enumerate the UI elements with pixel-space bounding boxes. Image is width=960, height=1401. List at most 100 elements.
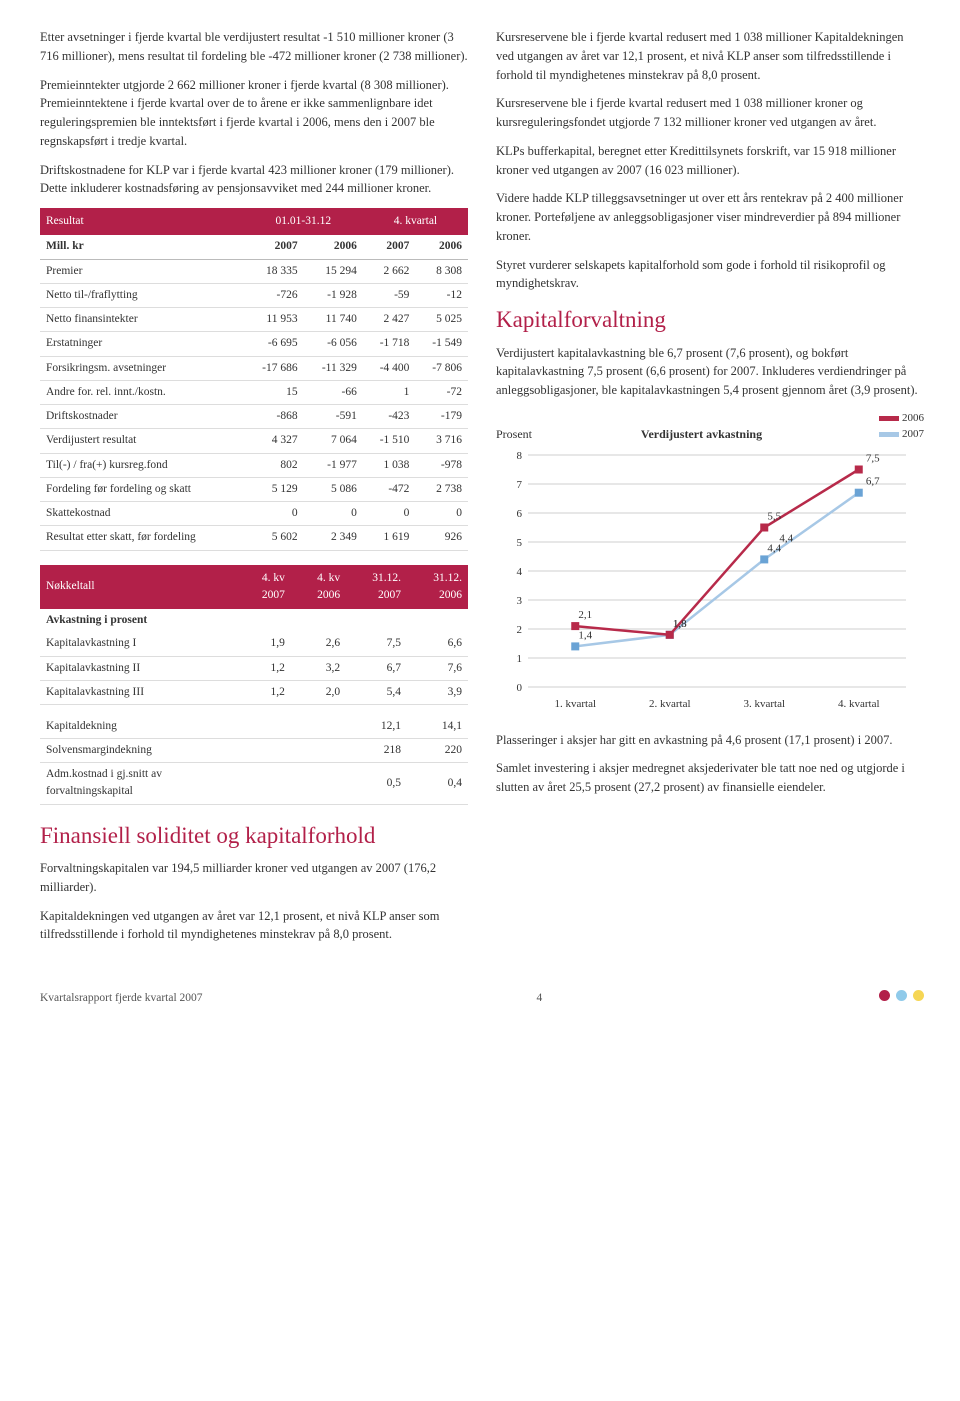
row-label: Fordeling før fordeling og skatt bbox=[40, 477, 244, 501]
table-row: Andre for. rel. innt./kostn.15-661-72 bbox=[40, 380, 468, 404]
table-row: Netto finansintekter11 95311 7402 4275 0… bbox=[40, 308, 468, 332]
col-year: 2006 bbox=[415, 235, 468, 259]
cell: 5,4 bbox=[346, 680, 407, 704]
legend-2006: 2006 bbox=[902, 412, 924, 424]
row-label: Kapitaldekning bbox=[40, 715, 236, 739]
resultat-title: Resultat bbox=[40, 208, 244, 235]
cell: 18 335 bbox=[244, 259, 304, 283]
row-label: Forsikringsm. avsetninger bbox=[40, 356, 244, 380]
svg-text:1,8: 1,8 bbox=[673, 618, 687, 630]
chart-title: Verdijustert avkastning bbox=[641, 425, 762, 443]
cell: -11 329 bbox=[304, 356, 363, 380]
cell: 15 bbox=[244, 380, 304, 404]
table-row: Skattekostnad0000 bbox=[40, 502, 468, 526]
cell: -1 718 bbox=[363, 332, 416, 356]
chart-svg: 0123456781. kvartal2. kvartal3. kvartal4… bbox=[496, 445, 916, 715]
col-year: 2007 bbox=[244, 235, 304, 259]
cell bbox=[236, 763, 291, 805]
cell: -978 bbox=[415, 453, 468, 477]
row-label: Adm.kostnad i gj.snitt av forvaltningska… bbox=[40, 763, 236, 805]
row-label: Solvensmargindekning bbox=[40, 738, 236, 762]
dot-icon bbox=[913, 990, 924, 1001]
para: Forvaltningskapitalen var 194,5 milliard… bbox=[40, 859, 468, 897]
row-label: Resultat etter skatt, før fordeling bbox=[40, 526, 244, 550]
cell: 0 bbox=[304, 502, 363, 526]
cell: -1 510 bbox=[363, 429, 416, 453]
col-period2: 4. kvartal bbox=[363, 208, 468, 235]
svg-text:4: 4 bbox=[517, 566, 523, 578]
cell: -1 928 bbox=[304, 283, 363, 307]
cell: 15 294 bbox=[304, 259, 363, 283]
cell: 1,2 bbox=[236, 680, 291, 704]
sub-label: Mill. kr bbox=[40, 235, 244, 259]
cell: -726 bbox=[244, 283, 304, 307]
table-row: Til(-) / fra(+) kursreg.fond802-1 9771 0… bbox=[40, 453, 468, 477]
page-footer: Kvartalsrapport fjerde kvartal 2007 4 bbox=[40, 990, 924, 1007]
cell: 2 427 bbox=[363, 308, 416, 332]
cell: 0 bbox=[244, 502, 304, 526]
cell: -59 bbox=[363, 283, 416, 307]
cell: -1 977 bbox=[304, 453, 363, 477]
dot-icon bbox=[879, 990, 890, 1001]
para: KLPs bufferkapital, beregnet etter Kredi… bbox=[496, 142, 924, 180]
dot-icon bbox=[896, 990, 907, 1001]
page-number: 4 bbox=[537, 990, 543, 1007]
section-label: Avkastning i prosent bbox=[40, 609, 468, 632]
svg-text:2. kvartal: 2. kvartal bbox=[649, 698, 691, 710]
cell bbox=[291, 715, 346, 739]
cell: 5 602 bbox=[244, 526, 304, 550]
col-year: 2006 bbox=[304, 235, 363, 259]
cell: 7,6 bbox=[407, 656, 468, 680]
table-row: Netto til-/fraflytting-726-1 928-59-12 bbox=[40, 283, 468, 307]
chart-ylabel: Prosent bbox=[496, 425, 532, 443]
cell: -591 bbox=[304, 405, 363, 429]
para: Etter avsetninger i fjerde kvartal ble v… bbox=[40, 28, 468, 66]
para: Videre hadde KLP tilleggsavsetninger ut … bbox=[496, 189, 924, 245]
table-row: Verdijustert resultat4 3277 064-1 5103 7… bbox=[40, 429, 468, 453]
col-period1: 01.01-31.12 bbox=[244, 208, 363, 235]
cell: 0 bbox=[415, 502, 468, 526]
para: Styret vurderer selskapets kapitalforhol… bbox=[496, 256, 924, 294]
finsol-title: Finansiell soliditet og kapitalforhold bbox=[40, 819, 468, 854]
cell: 1 619 bbox=[363, 526, 416, 550]
table-row: Driftskostnader-868-591-423-179 bbox=[40, 405, 468, 429]
col-year: 2007 bbox=[363, 235, 416, 259]
cell: 1,2 bbox=[236, 656, 291, 680]
cell: 11 740 bbox=[304, 308, 363, 332]
svg-text:4. kvartal: 4. kvartal bbox=[838, 698, 880, 710]
row-label: Erstatninger bbox=[40, 332, 244, 356]
para: Kapitaldekningen ved utgangen av året va… bbox=[40, 907, 468, 945]
cell: 2 662 bbox=[363, 259, 416, 283]
cell: 220 bbox=[407, 738, 468, 762]
cell: 0 bbox=[363, 502, 416, 526]
table-row: Kapitalavkastning I1,92,67,56,6 bbox=[40, 632, 468, 656]
table-row: Kapitaldekning12,114,1 bbox=[40, 715, 468, 739]
kapfor-title: Kapitalforvaltning bbox=[496, 303, 924, 338]
cell: 218 bbox=[346, 738, 407, 762]
cell: 12,1 bbox=[346, 715, 407, 739]
cell bbox=[291, 738, 346, 762]
svg-text:2,1: 2,1 bbox=[578, 609, 592, 621]
svg-text:4,4: 4,4 bbox=[779, 532, 793, 544]
para: Driftskostnadene for KLP var i fjerde kv… bbox=[40, 161, 468, 199]
cell: 8 308 bbox=[415, 259, 468, 283]
left-column: Etter avsetninger i fjerde kvartal ble v… bbox=[40, 28, 468, 954]
cell: -72 bbox=[415, 380, 468, 404]
cell: -66 bbox=[304, 380, 363, 404]
col: 4. kv 2007 bbox=[236, 565, 291, 610]
row-label: Kapitalavkastning III bbox=[40, 680, 236, 704]
cell: 1,9 bbox=[236, 632, 291, 656]
table-row: Erstatninger-6 695-6 056-1 718-1 549 bbox=[40, 332, 468, 356]
cell: 802 bbox=[244, 453, 304, 477]
table-row: Adm.kostnad i gj.snitt av forvaltningska… bbox=[40, 763, 468, 805]
cell: 2,0 bbox=[291, 680, 346, 704]
svg-text:5: 5 bbox=[517, 537, 523, 549]
row-label: Netto til-/fraflytting bbox=[40, 283, 244, 307]
row-label: Driftskostnader bbox=[40, 405, 244, 429]
row-label: Skattekostnad bbox=[40, 502, 244, 526]
svg-text:2: 2 bbox=[517, 624, 523, 636]
svg-text:6: 6 bbox=[517, 508, 523, 520]
cell: 0,5 bbox=[346, 763, 407, 805]
cell: -17 686 bbox=[244, 356, 304, 380]
legend-2007: 2007 bbox=[902, 428, 924, 440]
